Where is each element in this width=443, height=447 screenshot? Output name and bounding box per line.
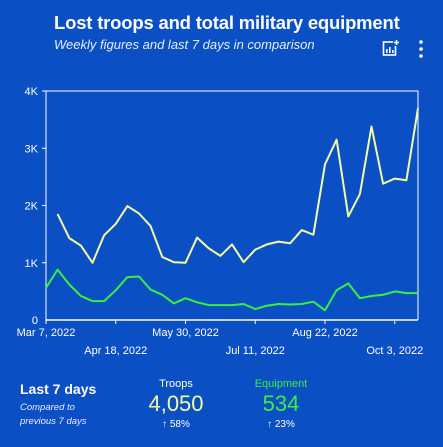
last-7-days-title: Last 7 days [20, 381, 97, 397]
troops-delta: ↑ 58% [131, 419, 221, 430]
x-tick-label: Oct 3, 2022 [366, 345, 423, 357]
troops-value: 4,050 [148, 391, 204, 416]
summary-footer: Last 7 days Compared to previous 7 days … [0, 378, 443, 447]
equipment-kpi: Equipment 534 ↑ 23% [236, 378, 326, 430]
chart-subtitle: Weekly figures and last 7 days in compar… [54, 37, 315, 52]
more-vert-icon[interactable] [418, 38, 424, 60]
equipment-line [45, 268, 418, 312]
grid-lines [45, 90, 419, 321]
troops-delta-value: 58% [169, 419, 190, 430]
arrow-up-icon: ↑ [267, 419, 273, 430]
series-layer [45, 108, 419, 312]
y-tick-label: 1K [25, 258, 39, 270]
x-tick-label: May 30, 2022 [152, 327, 219, 339]
plot-border [45, 90, 419, 320]
y-tick-label: 2K [25, 201, 39, 213]
x-tick-label: Mar 7, 2022 [17, 327, 76, 339]
equipment-delta: ↑ 23% [236, 419, 326, 430]
x-tick-label: Aug 22, 2022 [292, 327, 357, 339]
x-axis: Mar 7, 2022 May 30, 2022 Aug 22, 2022 Apr 1… [17, 320, 423, 357]
y-tick-label: 0 [32, 315, 38, 327]
y-axis: 0 1K 2K 3K 4K [25, 86, 46, 327]
equipment-label: Equipment [254, 378, 308, 390]
chart-title: Lost troops and total military equipment [54, 12, 400, 33]
y-tick-label: 4K [25, 86, 39, 98]
chart-header: Lost troops and total military equipment… [54, 12, 443, 52]
chart-icon[interactable] [382, 39, 400, 57]
x-tick-label: Apr 18, 2022 [84, 345, 147, 357]
troops-label: Troops [159, 378, 193, 390]
arrow-up-icon: ↑ [162, 419, 168, 430]
y-tick-label: 3K [25, 143, 39, 155]
last-7-days-subtitle: Compared to previous 7 days [20, 402, 87, 427]
equipment-value: 534 [262, 391, 300, 416]
troops-kpi: Troops 4,050 ↑ 58% [131, 378, 221, 430]
equipment-delta-value: 23% [274, 419, 295, 430]
line-chart: 0 1K 2K 3K 4K Mar 7, 2022 May 30, 2022 Aug 22,… [17, 86, 424, 357]
x-tick-label: Jul 11, 2022 [226, 345, 285, 357]
troops-line [56, 108, 419, 264]
